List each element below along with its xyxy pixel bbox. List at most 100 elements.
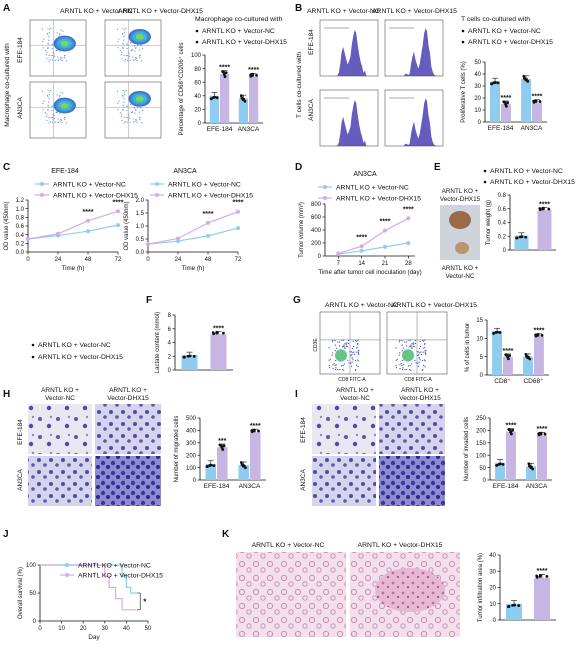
flow-event <box>59 112 61 114</box>
tumor-small <box>455 242 469 254</box>
flow-event <box>343 345 345 347</box>
flow-event <box>62 30 64 32</box>
flow-event <box>120 116 123 118</box>
y-tick-label: 30 <box>489 569 496 575</box>
bar <box>514 235 529 250</box>
flow-event <box>401 350 403 352</box>
flow-event <box>127 51 129 53</box>
flow-event <box>424 343 426 345</box>
y-tick-label: 0.4 <box>498 221 507 227</box>
flow-event <box>395 364 397 366</box>
flow-event <box>358 349 360 351</box>
flow-event <box>133 107 136 109</box>
y-tick-label: 500 <box>186 416 197 422</box>
y-axis-label: Number of migrated cells <box>174 416 180 483</box>
flow-event <box>354 339 357 342</box>
flow-event <box>417 351 419 353</box>
series-point <box>116 209 120 214</box>
legend-marker <box>40 193 44 197</box>
x-tick-label: AN3CA <box>238 126 260 133</box>
y-tick-label: 1.0 <box>16 207 25 213</box>
flow-event <box>49 59 52 61</box>
flow-event <box>350 365 353 367</box>
legend-marker <box>323 196 327 200</box>
y-tick-label: 0.2 <box>498 234 507 240</box>
data-point <box>210 97 213 101</box>
bar <box>492 331 502 375</box>
x-tick-label: 7 <box>337 261 341 267</box>
flow-event <box>357 339 359 341</box>
flow-event <box>334 364 336 366</box>
series-point <box>406 216 411 221</box>
y-tick-label: 80 <box>194 67 201 73</box>
flow-event <box>414 339 417 342</box>
flow-event <box>125 117 127 119</box>
flow-event <box>410 344 412 346</box>
flow-event <box>122 89 124 92</box>
bar <box>534 336 544 375</box>
data-point <box>515 236 519 240</box>
panel-a-flow-efe-nc <box>29 19 87 77</box>
flow-event <box>409 346 411 348</box>
flow-event <box>401 364 403 366</box>
flow-event <box>350 354 352 357</box>
data-point <box>540 333 544 337</box>
flow-event <box>48 36 50 38</box>
panel-h-row1-label: EFE-184 <box>17 419 24 445</box>
flow-event <box>425 349 427 351</box>
flow-event <box>335 359 337 362</box>
flow-event <box>424 350 426 352</box>
flow-event <box>46 57 48 60</box>
flow-event <box>337 341 339 343</box>
panel-j-legend-dhx: ARNTL KO + Vector-DHX15 <box>78 573 163 580</box>
flow-event <box>412 343 414 345</box>
data-point <box>508 354 512 357</box>
flow-event <box>52 54 54 57</box>
flow-event <box>45 54 48 56</box>
flow-event <box>121 119 123 122</box>
panel-g2-x-axis-label: CD8 FITC-A <box>404 377 432 383</box>
panel-g-flow-nc <box>319 311 381 375</box>
flow-event <box>141 109 144 112</box>
flow-event <box>135 118 137 121</box>
flow-event <box>47 39 50 41</box>
flow-event <box>59 95 61 97</box>
flow-event <box>333 363 335 365</box>
flow-event <box>329 358 331 360</box>
flow-event <box>395 359 397 361</box>
data-point <box>538 208 542 212</box>
flow-event <box>126 59 129 61</box>
flow-event <box>423 364 425 366</box>
flow-event <box>332 352 334 354</box>
flow-event <box>414 345 416 347</box>
flow-event <box>64 119 66 121</box>
series-point <box>206 233 210 238</box>
flow-event <box>399 352 401 354</box>
flow-event <box>401 344 403 346</box>
x-axis-label: Time after tumor cell inoculation (day) <box>318 269 421 276</box>
flow-event <box>59 34 61 36</box>
flow-event <box>60 91 62 93</box>
bar <box>537 210 552 250</box>
data-point <box>511 604 514 607</box>
significance-label: **** <box>233 200 244 207</box>
flow-event <box>128 53 130 55</box>
flow-event <box>410 345 412 347</box>
panel-b-col2-label: ARNTL KO + Vector-DHX15 <box>372 8 457 15</box>
flow-event <box>411 346 413 348</box>
flow-event <box>414 359 416 361</box>
data-point <box>506 101 510 105</box>
y-axis-label: Tumor volume (mm³) <box>299 202 305 258</box>
chart-b-bar: 0 10 20 30 40 50 Proliferative T cells (%) ****… <box>461 60 547 132</box>
y-tick-label: 0.0 <box>136 250 145 256</box>
y-tick-label: 5 <box>480 355 484 361</box>
flow-density-core <box>60 40 69 47</box>
flow-event <box>47 27 49 30</box>
panel-g-col1-label: ARNTL KO + Vector-NC <box>325 302 398 309</box>
flow-event <box>135 108 137 111</box>
data-point <box>222 444 226 448</box>
flow-event <box>51 59 54 61</box>
flow-event <box>59 50 61 52</box>
flow-event <box>48 91 51 93</box>
